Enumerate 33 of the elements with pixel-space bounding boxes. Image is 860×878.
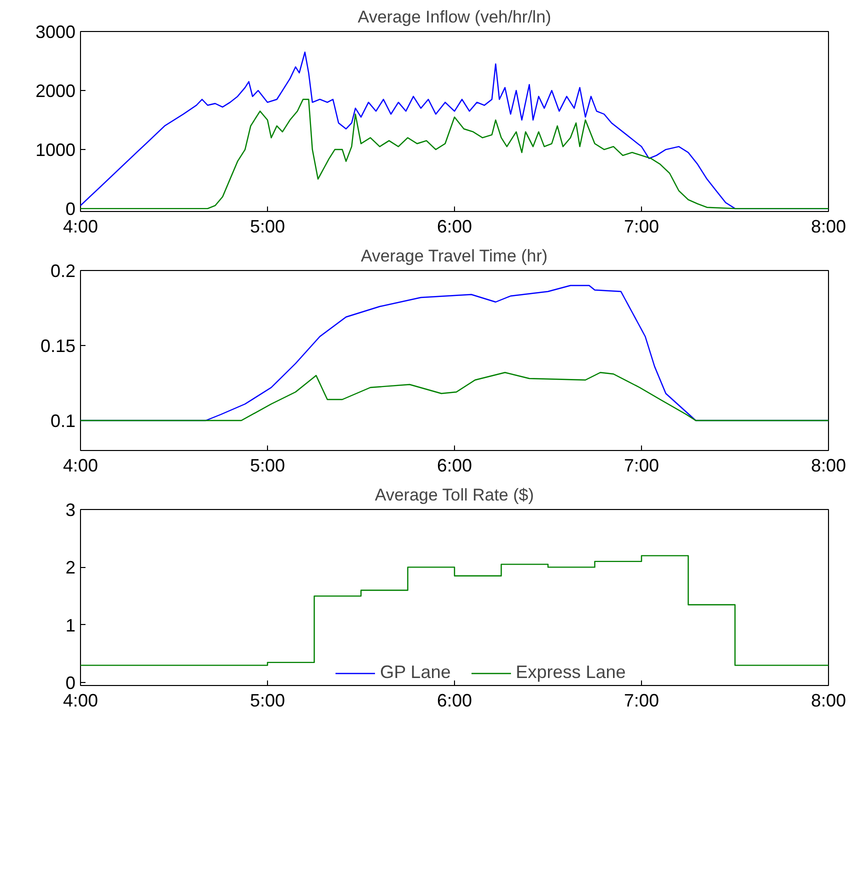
x-tick-label: 7:00	[624, 456, 660, 476]
y-tick-label: 2	[65, 558, 76, 578]
x-tick-label: 5:00	[250, 456, 286, 476]
chart-title: Average Inflow (veh/hr/ln)	[358, 8, 552, 26]
x-tick-label: 7:00	[624, 690, 660, 710]
y-tick-label: 1000	[35, 140, 76, 160]
legend-label: Express Lane	[516, 662, 626, 683]
x-tick-label: 6:00	[436, 456, 472, 476]
x-tick-label: 7:00	[624, 216, 660, 236]
x-tick-label: 8:00	[810, 456, 846, 476]
y-tick-label: 2000	[35, 81, 76, 102]
chart-title: Average Toll Rate ($)	[374, 486, 534, 504]
line-series	[80, 98, 830, 210]
y-tick-label: 0	[65, 673, 76, 694]
x-tick-label: 6:00	[436, 216, 472, 236]
chart-title: Average Travel Time (hr)	[360, 246, 548, 266]
x-tick-label: 4:00	[62, 216, 98, 236]
legend-label: GP Lane	[380, 662, 451, 683]
y-tick-label: 3	[65, 500, 76, 520]
x-tick-label: 8:00	[810, 216, 846, 236]
y-tick-label: 0.2	[50, 261, 76, 281]
y-tick-label: 3000	[35, 22, 76, 42]
x-tick-label: 4:00	[62, 690, 98, 710]
line-series	[80, 372, 830, 422]
x-tick-label: 5:00	[250, 216, 286, 236]
y-tick-label: 1	[65, 615, 76, 636]
y-tick-label: 0.1	[50, 411, 76, 431]
y-tick-label: 0	[65, 199, 76, 220]
x-tick-label: 8:00	[810, 690, 846, 710]
x-tick-label: 5:00	[250, 690, 286, 710]
y-tick-label: 0.15	[40, 336, 76, 356]
x-tick-label: 6:00	[436, 690, 472, 710]
x-tick-label: 4:00	[62, 456, 98, 476]
